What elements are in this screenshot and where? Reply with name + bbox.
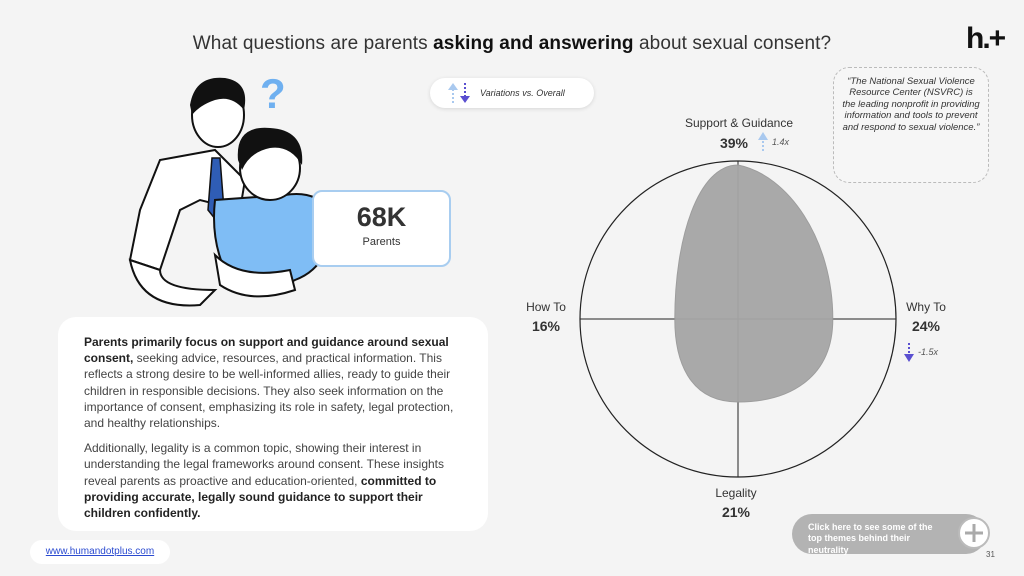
parent-child-illustration: ? xyxy=(128,70,332,307)
insight-paragraph-2: Additionally, legality is a common topic… xyxy=(84,441,444,520)
insight-paragraph-1: Parents primarily focus on support and g… xyxy=(84,335,454,430)
insight-text-panel: Parents primarily focus on support and g… xyxy=(58,317,488,531)
axis-name-support: Support & Guidance xyxy=(684,116,794,130)
nsvrc-quote: “The National Sexual Violence Resource C… xyxy=(833,67,989,183)
brand-logo: h.+ xyxy=(966,22,1006,55)
variations-legend: Variations vs. Overall xyxy=(430,78,594,108)
arrow-up-icon xyxy=(758,132,768,151)
arrow-down-icon xyxy=(904,343,914,362)
axis-label-howto: How To 16% xyxy=(516,300,576,334)
legend-label: Variations vs. Overall xyxy=(480,88,565,98)
axis-pct-legality: 21% xyxy=(721,504,751,520)
variation-whyto: -1.5x xyxy=(904,342,938,362)
axis-label-whyto: Why To 24% xyxy=(896,300,956,334)
radar-data-shape xyxy=(674,164,834,403)
axis-name-whyto: Why To xyxy=(906,300,946,314)
axis-pct-howto: 16% xyxy=(531,318,561,334)
up-down-arrows-icon xyxy=(446,82,472,104)
page-number: 31 xyxy=(986,550,995,559)
axis-label-legality: Legality 21% xyxy=(696,486,776,520)
variation-support: 1.4x xyxy=(758,132,789,152)
plus-icon[interactable] xyxy=(958,517,990,549)
axis-label-support: Support & Guidance xyxy=(664,116,814,130)
stat-label: Parents xyxy=(362,236,401,248)
axis-pct-support: 39% xyxy=(719,135,749,151)
stat-value: 68K xyxy=(356,202,407,232)
axis-pct-whyto: 24% xyxy=(911,318,941,334)
parents-count-card: 68K Parents xyxy=(312,190,451,267)
svg-text:?: ? xyxy=(260,70,286,117)
themes-cta-button[interactable]: Click here to see some of the top themes… xyxy=(792,514,986,555)
axis-name-howto: How To xyxy=(526,300,566,314)
axis-value-support: 39% xyxy=(704,131,764,151)
website-link[interactable]: www.humandotplus.com xyxy=(30,540,170,564)
page-title: What questions are parents asking and an… xyxy=(192,33,832,54)
axis-name-legality: Legality xyxy=(715,486,757,500)
radar-chart xyxy=(579,160,897,478)
